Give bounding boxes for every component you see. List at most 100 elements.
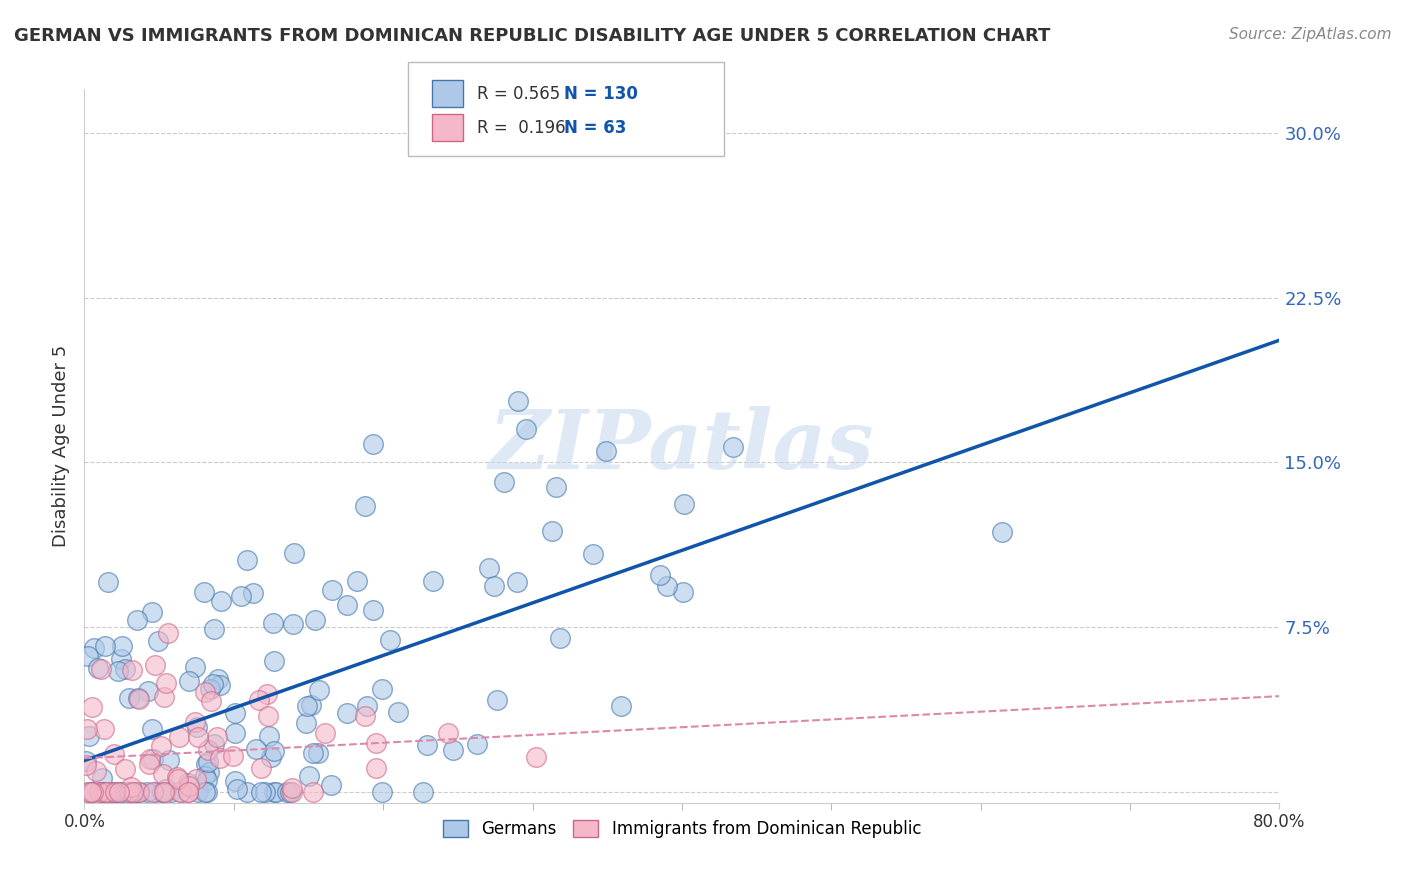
Point: [76, 722, 98, 736]
Point: [548, 631, 571, 645]
Point: [187, 730, 209, 744]
Point: [75, 754, 97, 768]
Point: [281, 780, 304, 795]
Point: [257, 708, 280, 723]
Point: [121, 780, 143, 794]
Point: [94, 785, 117, 799]
Point: [437, 726, 460, 740]
Point: [412, 785, 434, 799]
Point: [200, 693, 222, 707]
Point: [183, 715, 205, 730]
Point: [657, 579, 679, 593]
Point: [336, 706, 359, 720]
Point: [93, 785, 115, 799]
Point: [105, 785, 128, 799]
Point: [177, 779, 200, 793]
Point: [198, 681, 221, 696]
Point: [229, 589, 252, 603]
Point: [152, 785, 174, 799]
Point: [672, 585, 695, 599]
Point: [387, 705, 409, 719]
Point: [77, 785, 100, 799]
Point: [143, 785, 166, 799]
Point: [177, 785, 200, 799]
Point: [197, 743, 219, 757]
Point: [991, 524, 1014, 539]
Point: [155, 785, 177, 799]
Point: [125, 785, 148, 799]
Point: [150, 785, 173, 799]
Point: [672, 497, 695, 511]
Point: [364, 736, 387, 750]
Point: [302, 785, 325, 799]
Point: [298, 768, 321, 782]
Point: [202, 677, 225, 691]
Point: [224, 773, 246, 788]
Point: [249, 761, 271, 775]
Point: [260, 749, 283, 764]
Text: R =  0.196: R = 0.196: [477, 119, 565, 136]
Point: [114, 662, 136, 676]
Point: [346, 574, 368, 589]
Point: [193, 584, 215, 599]
Point: [121, 663, 143, 677]
Point: [110, 652, 132, 666]
Point: [89, 785, 111, 799]
Point: [226, 781, 249, 796]
Point: [648, 567, 671, 582]
Point: [118, 690, 141, 705]
Point: [93, 785, 115, 799]
Point: [141, 752, 163, 766]
Point: [595, 443, 617, 458]
Point: [194, 785, 217, 799]
Point: [295, 699, 318, 714]
Point: [245, 741, 267, 756]
Point: [177, 673, 200, 688]
Point: [79, 785, 101, 799]
Point: [195, 785, 218, 799]
Point: [582, 548, 605, 562]
Point: [120, 785, 142, 799]
Point: [121, 785, 143, 799]
Point: [128, 692, 150, 706]
Point: [541, 524, 564, 538]
Point: [83, 640, 105, 655]
Point: [186, 720, 208, 734]
Point: [143, 658, 166, 673]
Point: [141, 605, 163, 619]
Point: [295, 716, 318, 731]
Point: [82, 785, 104, 799]
Point: [263, 785, 285, 799]
Point: [253, 785, 276, 799]
Point: [197, 755, 219, 769]
Point: [209, 750, 232, 764]
Point: [141, 723, 163, 737]
Point: [136, 683, 159, 698]
Point: [264, 785, 287, 799]
Point: [169, 785, 191, 799]
Point: [135, 785, 157, 799]
Point: [87, 785, 110, 799]
Point: [194, 757, 217, 772]
Point: [202, 622, 225, 636]
Point: [107, 785, 129, 799]
Point: [167, 730, 190, 744]
Point: [416, 739, 439, 753]
Point: [283, 546, 305, 560]
Point: [156, 626, 179, 640]
Point: [166, 770, 188, 784]
Point: [101, 785, 124, 799]
Point: [84, 764, 107, 779]
Point: [128, 784, 150, 798]
Point: [366, 761, 388, 775]
Point: [128, 785, 150, 799]
Point: [87, 660, 110, 674]
Point: [184, 772, 207, 787]
Point: [108, 785, 131, 799]
Point: [207, 672, 229, 686]
Point: [281, 617, 304, 632]
Point: [224, 706, 246, 720]
Point: [209, 594, 232, 608]
Point: [98, 785, 121, 799]
Point: [378, 633, 401, 648]
